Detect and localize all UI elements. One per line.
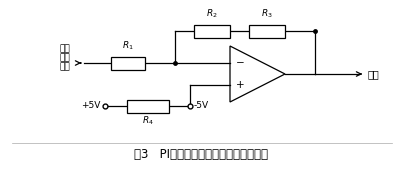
- Text: 输入: 输入: [60, 63, 71, 71]
- Text: $R_1$: $R_1$: [122, 40, 134, 53]
- Text: $R_3$: $R_3$: [261, 8, 273, 20]
- Text: −: −: [236, 58, 245, 68]
- Text: $R_2$: $R_2$: [206, 8, 218, 20]
- Bar: [249, 25, 285, 38]
- Bar: [194, 25, 230, 38]
- Bar: [111, 56, 145, 69]
- Bar: [127, 100, 168, 113]
- Text: +5V: +5V: [81, 102, 100, 111]
- Text: -5V: -5V: [194, 102, 209, 111]
- Text: 图3   PI控制器零点调节与增益放大电路: 图3 PI控制器零点调节与增益放大电路: [134, 149, 268, 162]
- Text: $R_4$: $R_4$: [141, 115, 154, 127]
- Text: 信号: 信号: [60, 54, 71, 63]
- Text: 输出: 输出: [368, 69, 380, 79]
- Text: 误差: 误差: [60, 44, 71, 54]
- Text: +: +: [236, 80, 245, 90]
